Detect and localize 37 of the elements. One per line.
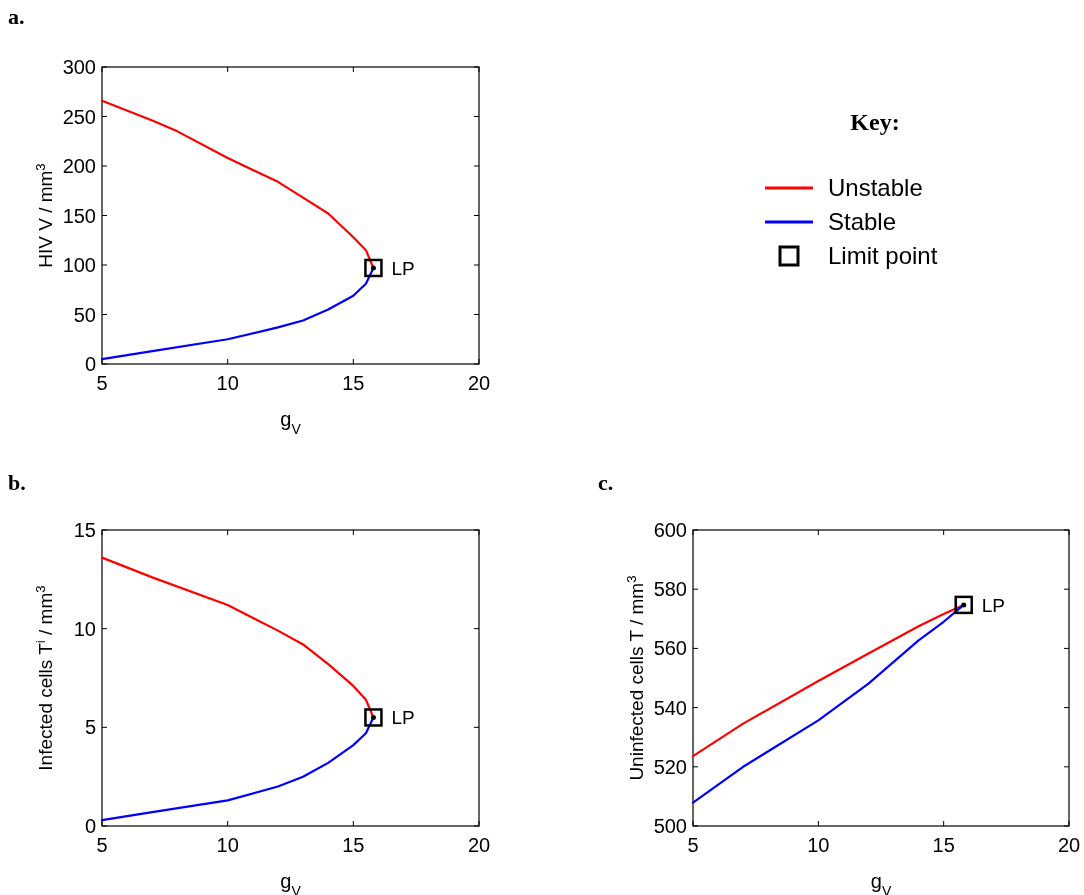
x-tick-label: 20 (1057, 834, 1081, 856)
y-tick-label: 0 (84, 353, 96, 375)
legend-label: Unstable (828, 174, 923, 202)
y-tick-label: 250 (62, 105, 96, 128)
legend-title: Key: (850, 109, 900, 135)
x-tick-label: 15 (342, 372, 365, 394)
x-tick-label: 10 (216, 834, 239, 856)
x-tick-label: 15 (342, 834, 365, 856)
x-tick-label: 15 (932, 834, 955, 856)
y-tick-label: 580 (653, 578, 687, 601)
y-tick-label: 200 (62, 155, 96, 177)
y-tick-label: 300 (62, 56, 96, 78)
chart-title: c. (598, 470, 614, 495)
y-tick-label: 15 (73, 519, 96, 541)
y-tick-label: 560 (653, 637, 687, 660)
y-tick-label: 600 (653, 519, 687, 541)
annotation: LP (391, 257, 415, 279)
x-tick-label: 10 (216, 372, 239, 394)
annotation: LP (391, 707, 415, 729)
x-tick-label: 10 (807, 834, 830, 856)
y-tick-label: 540 (653, 696, 687, 719)
y-tick-label: 5 (84, 716, 96, 739)
x-tick-label: 20 (467, 372, 491, 394)
legend-label: Limit point (828, 242, 938, 270)
y-tick-label: 100 (62, 254, 96, 276)
chart-title: a. (8, 4, 25, 29)
x-tick-label: 20 (467, 834, 491, 856)
chart-title: b. (8, 470, 26, 495)
y-tick-label: 150 (62, 204, 96, 227)
y-tick-label: 0 (84, 815, 96, 837)
y-tick-label: 50 (73, 303, 96, 326)
legend-label: Stable (828, 208, 897, 236)
y-tick-label: 500 (653, 815, 687, 837)
y-tick-label: 10 (73, 617, 96, 640)
y-tick-label: 520 (653, 755, 687, 778)
annotation: LP (981, 594, 1005, 616)
x-axis-title: g$_{V}$ (280, 408, 302, 437)
